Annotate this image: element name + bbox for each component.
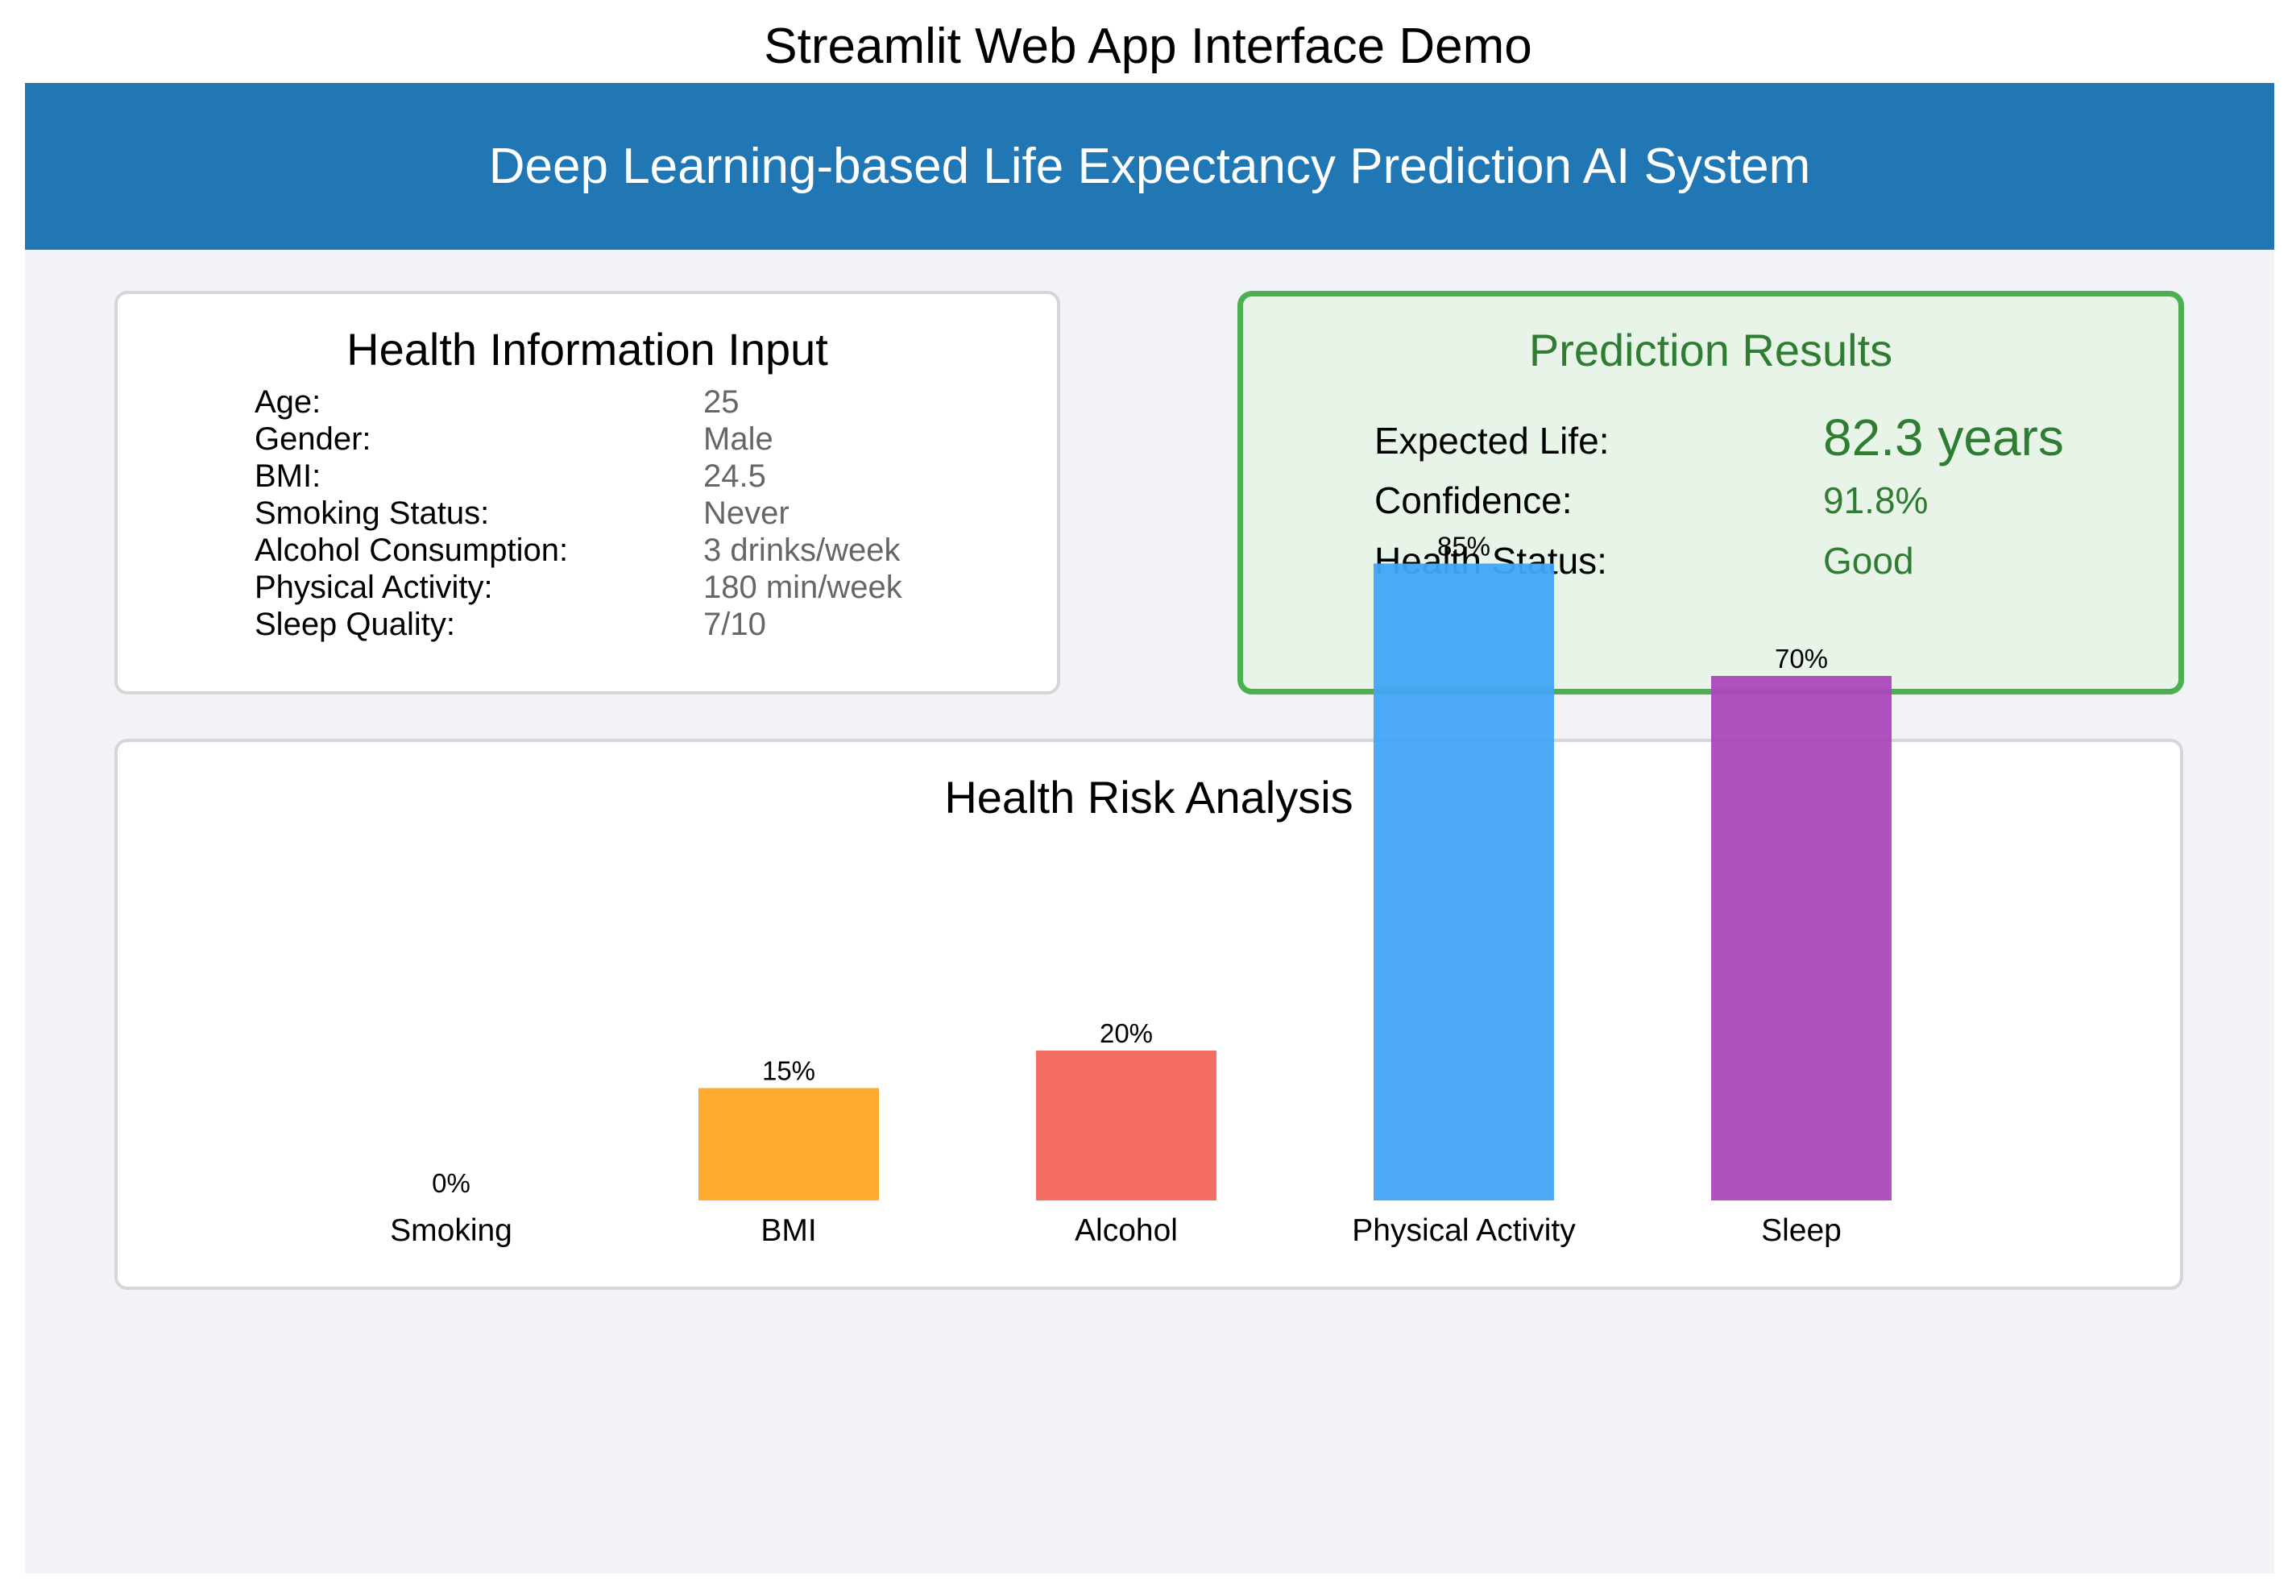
input-label: Sleep Quality: <box>255 607 456 642</box>
input-value: 7/10 <box>703 607 766 642</box>
results-card-title: Prediction Results <box>1528 325 1893 375</box>
input-label: Physical Activity: <box>255 570 493 605</box>
confidence-label: Confidence: <box>1374 479 1573 521</box>
input-label: Age: <box>255 384 321 420</box>
bar-alcohol <box>1036 1051 1216 1200</box>
category-label: Alcohol <box>1075 1213 1178 1248</box>
input-label: BMI: <box>255 458 321 494</box>
results-card: Prediction Results Expected Life: 82.3 y… <box>1237 291 2184 694</box>
input-label: Smoking Status: <box>255 495 490 531</box>
category-label: BMI <box>760 1213 816 1248</box>
category-label: Sleep <box>1761 1213 1842 1248</box>
bar-physical-activity <box>1374 563 1554 1200</box>
bar-bmi <box>698 1088 879 1200</box>
input-value: Never <box>703 495 790 531</box>
input-label: Gender: <box>255 421 371 457</box>
expected-life-value: 82.3 years <box>1823 408 2064 466</box>
input-row-sleep: Sleep Quality: 7/10 <box>118 607 1057 644</box>
category-label: Smoking <box>390 1213 512 1248</box>
bar-value-label: 85% <box>1437 532 1490 562</box>
app-header-title: Deep Learning-based Life Expectancy Pred… <box>488 139 1811 194</box>
input-row-activity: Physical Activity: 180 min/week <box>118 570 1057 607</box>
input-value: Male <box>703 421 773 457</box>
input-row-alcohol: Alcohol Consumption: 3 drinks/week <box>118 533 1057 570</box>
input-card: Health Information Input Age: 25 Gender:… <box>114 291 1060 694</box>
bar-value-label: 15% <box>762 1056 815 1086</box>
bar-value-label: 70% <box>1775 644 1828 674</box>
input-label: Alcohol Consumption: <box>255 533 569 568</box>
risk-card-title: Health Risk Analysis <box>944 772 1353 823</box>
input-value: 3 drinks/week <box>703 533 901 568</box>
input-value: 25 <box>703 384 740 420</box>
expected-life-label: Expected Life: <box>1374 420 1610 462</box>
app-header: Deep Learning-based Life Expectancy Pred… <box>25 83 2274 250</box>
figure-title: Streamlit Web App Interface Demo <box>764 19 1532 74</box>
input-row-smoking: Smoking Status: Never <box>118 495 1057 533</box>
input-row-bmi: BMI: 24.5 <box>118 458 1057 495</box>
input-value: 180 min/week <box>703 570 902 605</box>
input-value: 24.5 <box>703 458 766 494</box>
bar-sleep <box>1711 676 1892 1200</box>
bar-value-label: 20% <box>1100 1018 1153 1048</box>
health-status-value: Good <box>1823 540 1914 582</box>
input-row-gender: Gender: Male <box>118 421 1057 458</box>
bar-value-label: 0% <box>432 1168 470 1198</box>
confidence-value: 91.8% <box>1823 479 1929 521</box>
input-row-age: Age: 25 <box>118 384 1057 421</box>
input-card-title: Health Information Input <box>346 324 828 375</box>
category-label: Physical Activity <box>1352 1213 1576 1248</box>
